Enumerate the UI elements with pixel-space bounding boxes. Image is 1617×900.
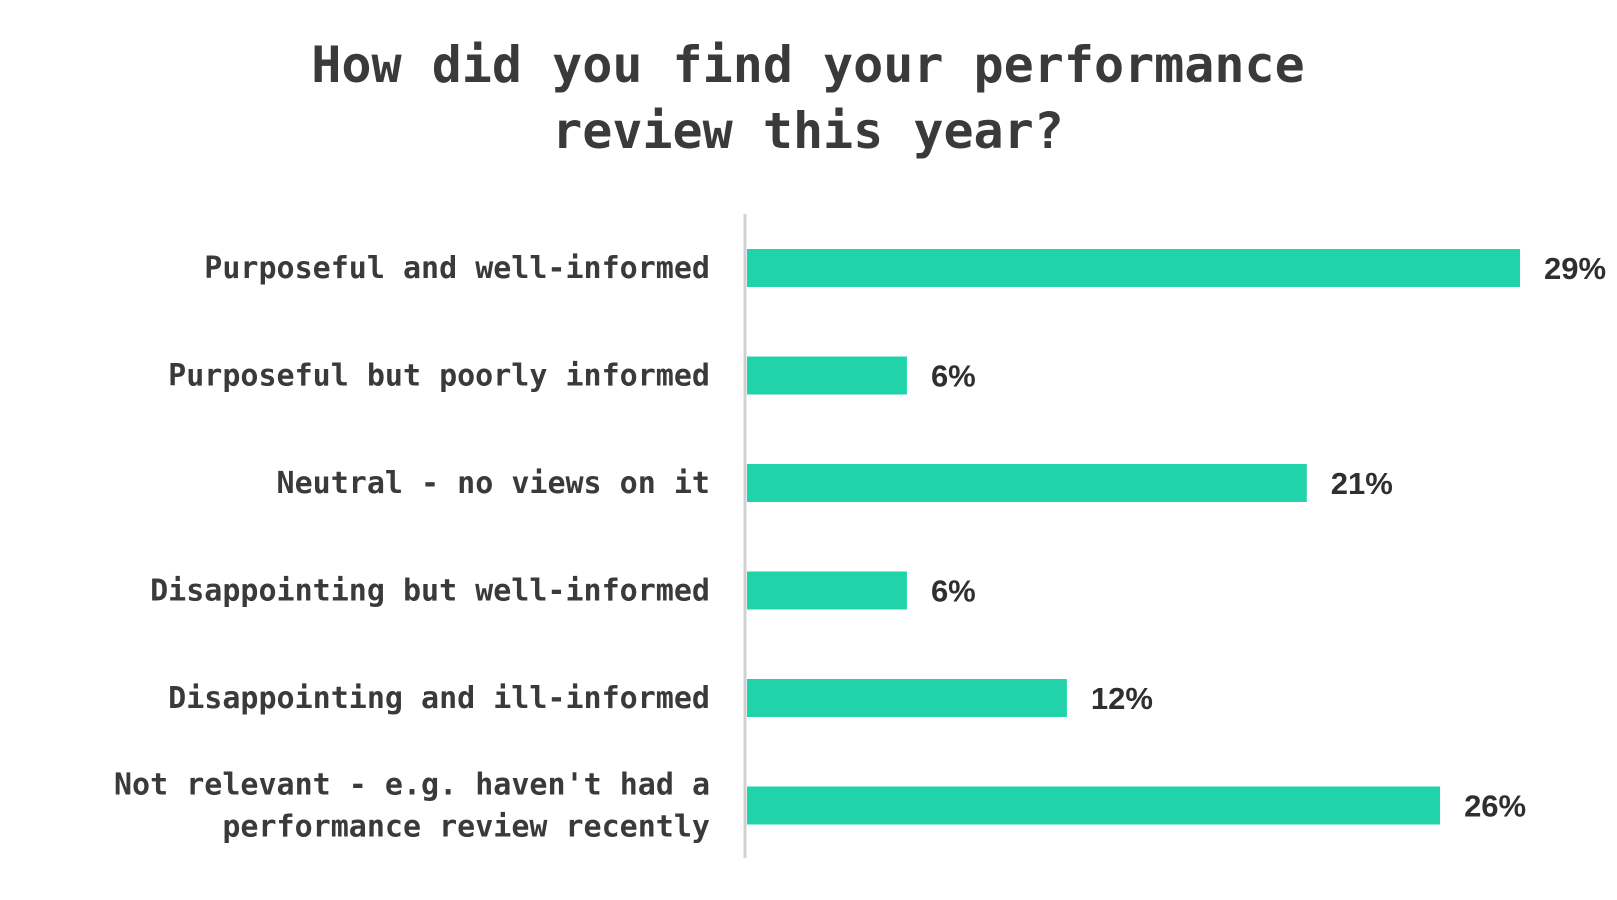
category-label: Disappointing and ill-informed [168, 681, 710, 716]
value-label: 21% [1331, 466, 1393, 501]
chart-title-line: review this year? [552, 102, 1064, 160]
value-label: 26% [1464, 789, 1526, 824]
bar [747, 786, 1441, 825]
value-label: 29% [1544, 251, 1606, 286]
bar [747, 356, 907, 395]
value-label: 12% [1091, 681, 1153, 716]
bars [747, 249, 1521, 825]
chart-title-line: How did you find your performance [311, 36, 1304, 94]
bar [747, 679, 1067, 717]
bar [747, 464, 1307, 502]
category-labels: Purposeful and well-informed Purposeful b… [114, 251, 710, 845]
category-label: Neutral - no views on it [277, 466, 710, 501]
category-label: Purposeful and well-informed [204, 251, 710, 286]
category-label: Purposeful but poorly informed [168, 359, 710, 394]
bar [747, 571, 907, 610]
category-label: Disappointing but well-informed [150, 574, 710, 609]
value-label: 6% [931, 574, 976, 609]
category-label: Not relevant - e.g. haven't had a [114, 768, 710, 803]
value-labels: 29% 6% 21% 6% 12% 26% [931, 251, 1606, 824]
value-label: 6% [931, 359, 976, 394]
category-label: performance review recently [222, 810, 710, 845]
chart-title: How did you find your performance review … [311, 36, 1304, 160]
bar [747, 249, 1521, 287]
